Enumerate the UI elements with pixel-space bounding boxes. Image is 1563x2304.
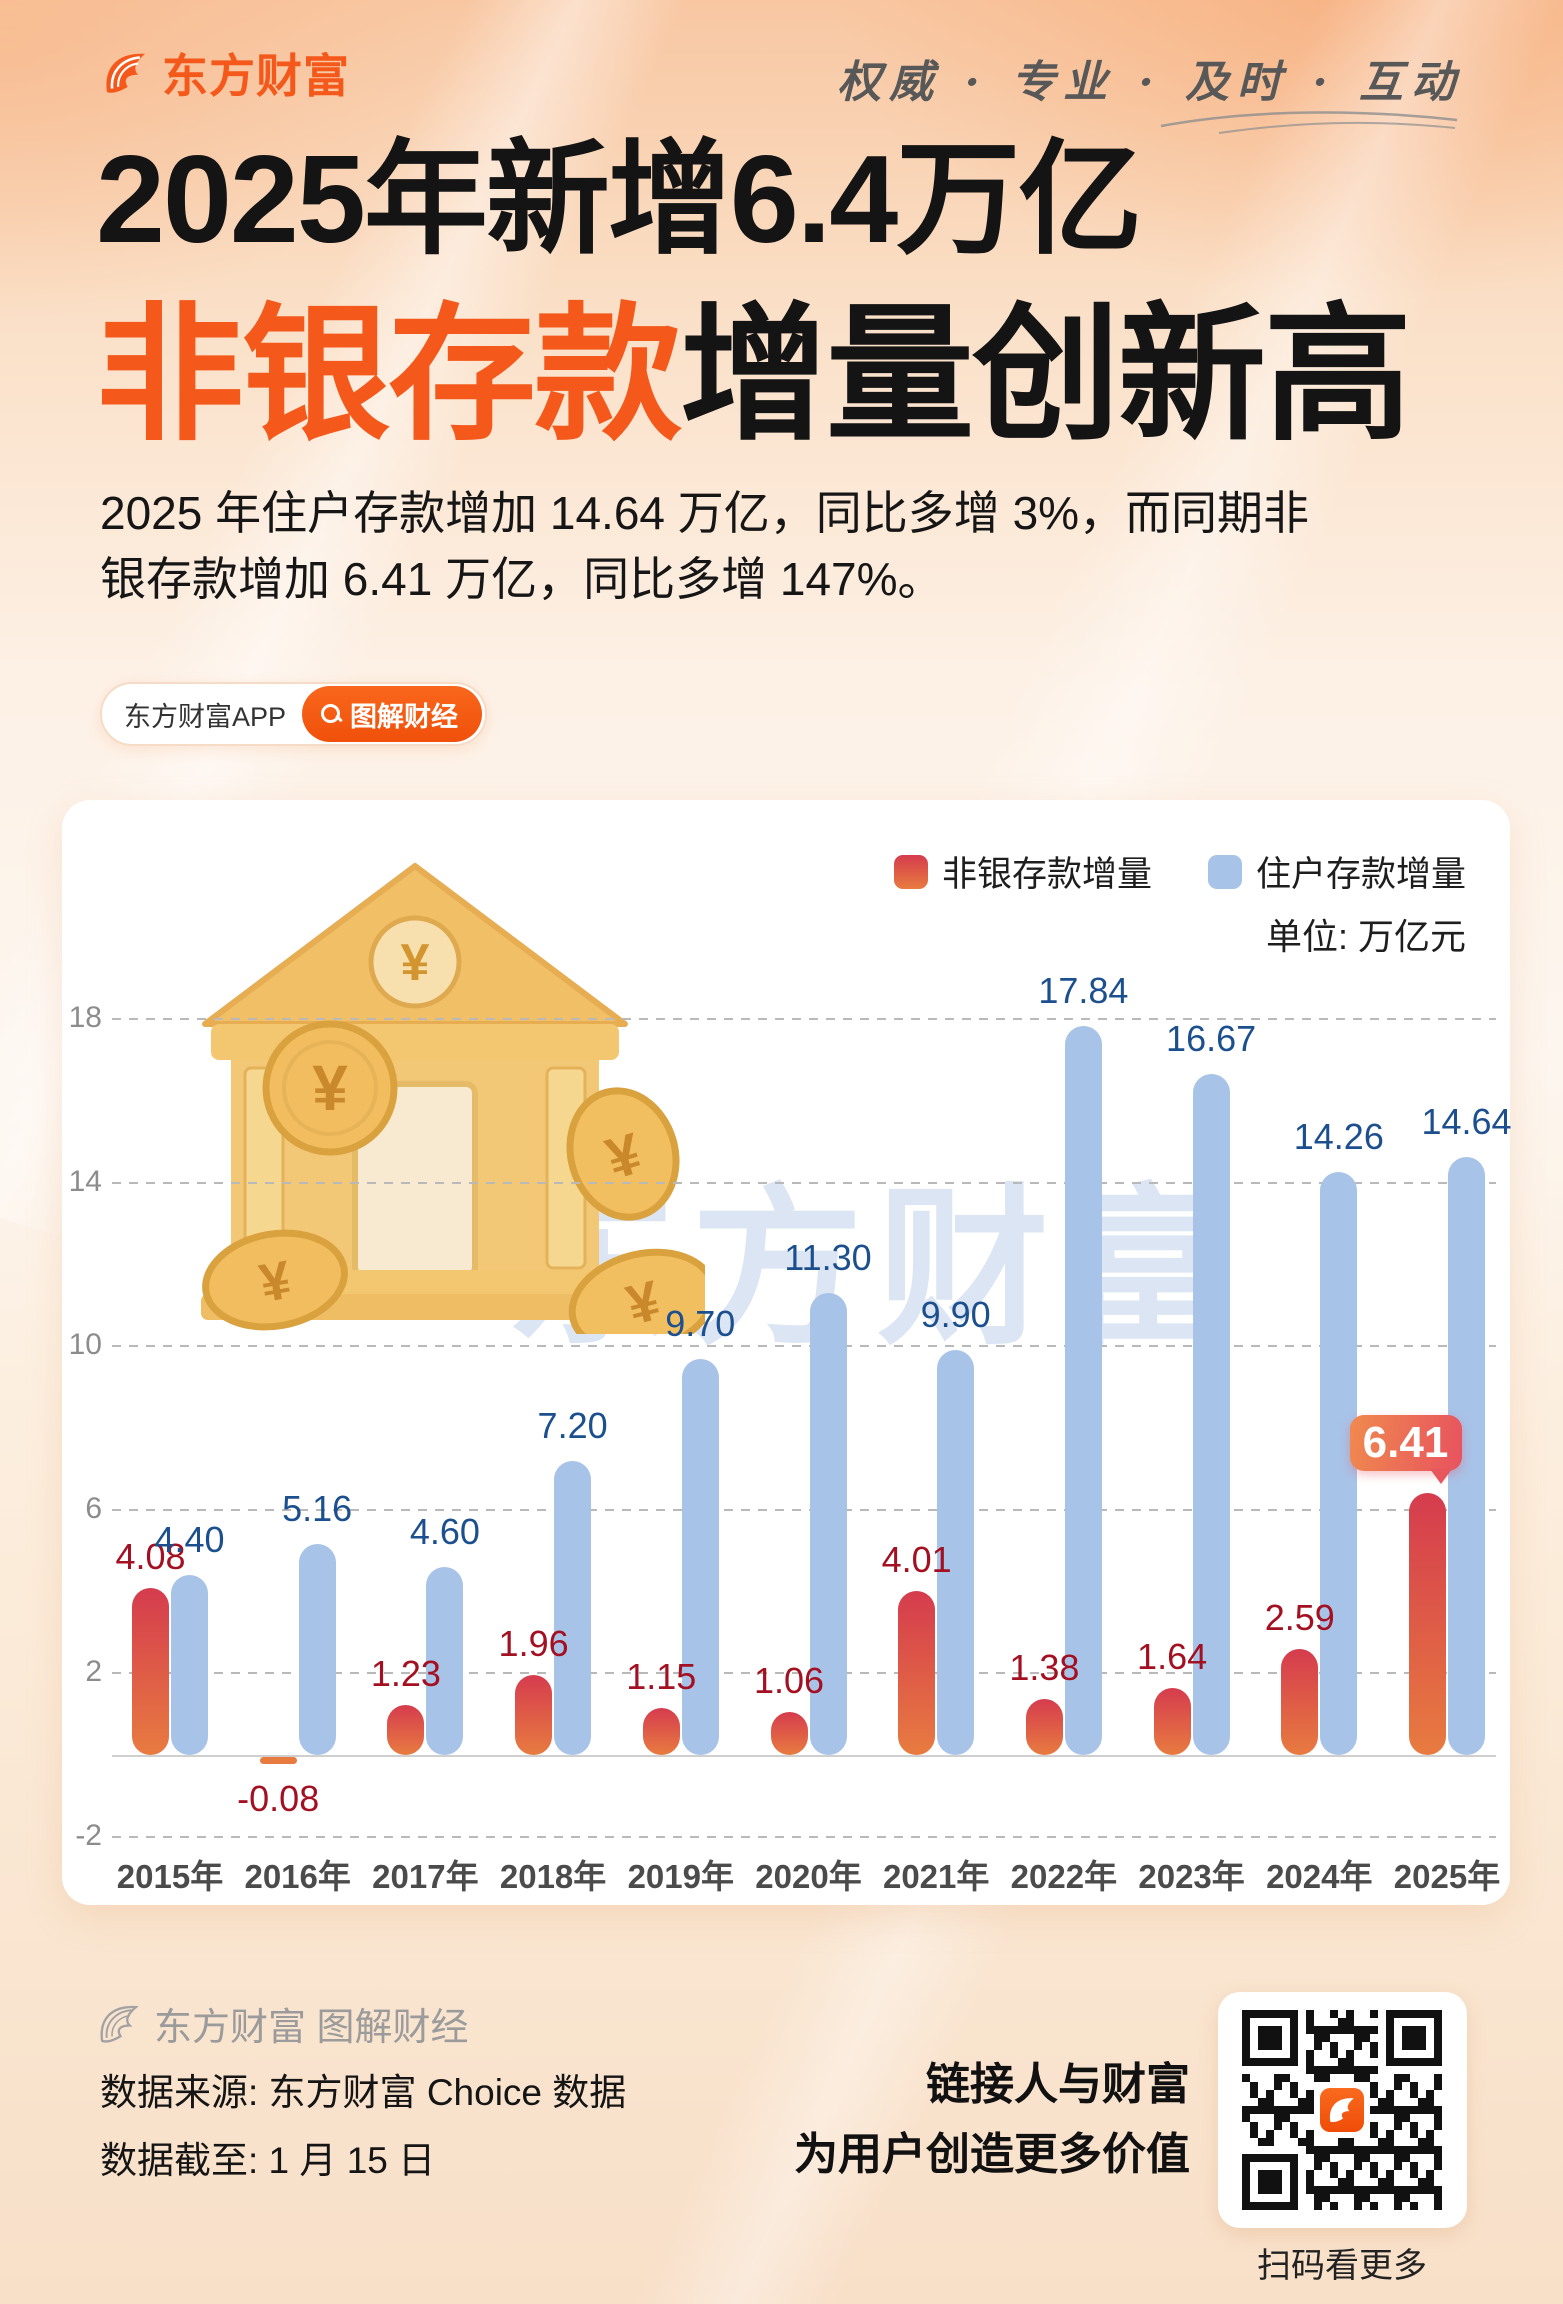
footer-slogan-line2: 为用户创造更多价值 bbox=[794, 2130, 1190, 2179]
brand-logo: 东方财富 bbox=[100, 40, 350, 106]
intro-paragraph: 2025 年住户存款增加 14.64 万亿，同比多增 3%，而同期非 银存款增加… bbox=[100, 480, 1500, 612]
eastmoney-leaf-icon-gray bbox=[100, 2005, 139, 2043]
gold-bank-illustration: ¥ ¥ ¥ ¥ ¥ bbox=[201, 863, 705, 1334]
title-rest: 增量创新高 bbox=[680, 293, 1412, 458]
footer-brand-label: 东方财富 图解财经 bbox=[154, 2007, 469, 2049]
search-icon bbox=[320, 703, 342, 725]
column-badge-button[interactable]: 图解财经 bbox=[302, 686, 483, 742]
qr-center-logo bbox=[1320, 2088, 1364, 2132]
coin-icon: ¥ bbox=[566, 1087, 680, 1221]
svg-text:¥: ¥ bbox=[401, 934, 430, 992]
app-badge-label: 东方财富APP bbox=[124, 701, 287, 732]
legend-swatch-household bbox=[1207, 854, 1242, 889]
qr-caption: 扫码看更多 bbox=[1257, 2247, 1427, 2285]
main-title-line1: 2025年新增6.4万亿 bbox=[96, 131, 1142, 269]
data-cutoff-line: 数据截至: 1 月 15 日 bbox=[100, 2140, 436, 2181]
legend-item-nonbank: 非银存款增量 bbox=[893, 846, 1152, 897]
footer-slogan: 链接人与财富 为用户创造更多价值 bbox=[794, 2050, 1190, 2190]
coin-icon: ¥ bbox=[262, 1020, 398, 1156]
eastmoney-leaf-icon-small bbox=[1329, 2098, 1354, 2123]
qr-code[interactable] bbox=[1242, 2010, 1442, 2210]
legend-swatch-nonbank bbox=[893, 854, 928, 889]
intro-line2: 银存款增加 6.41 万亿，同比多增 147%。 bbox=[100, 553, 944, 605]
coin-icon: ¥ bbox=[202, 1229, 348, 1331]
chart-unit-label: 单位: 万亿元 bbox=[1265, 916, 1466, 957]
svg-text:¥: ¥ bbox=[312, 1052, 348, 1124]
footer-slogan-line1: 链接人与财富 bbox=[926, 2060, 1190, 2109]
brand-name: 东方财富 bbox=[162, 50, 350, 102]
legend-label-household: 住户存款增量 bbox=[1255, 855, 1466, 894]
eastmoney-leaf-icon bbox=[106, 53, 146, 93]
main-title-line2: 非银存款增量创新高 bbox=[96, 254, 1412, 469]
legend-label-nonbank: 非银存款增量 bbox=[941, 855, 1152, 894]
slogan-swoosh-icon bbox=[1160, 111, 1458, 134]
legend-item-household: 住户存款增量 bbox=[1207, 846, 1466, 897]
header-slogan: 权威 · 专业 · 及时 · 互动 bbox=[837, 57, 1463, 108]
footer-brand: 东方财富 图解财经 bbox=[96, 1996, 469, 2051]
data-source-line: 数据来源: 东方财富 Choice 数据 bbox=[100, 2072, 627, 2113]
chart-legend: 非银存款增量 住户存款增量 bbox=[0, 846, 1466, 897]
intro-line1: 2025 年住户存款增加 14.64 万亿，同比多增 3%，而同期非 bbox=[100, 487, 1310, 539]
coin-icon: ¥ bbox=[568, 1248, 705, 1334]
app-badge[interactable]: 东方财富APP 图解财经 bbox=[100, 682, 488, 746]
title-highlight: 非银存款 bbox=[96, 293, 682, 458]
column-badge-label: 图解财经 bbox=[350, 701, 459, 732]
